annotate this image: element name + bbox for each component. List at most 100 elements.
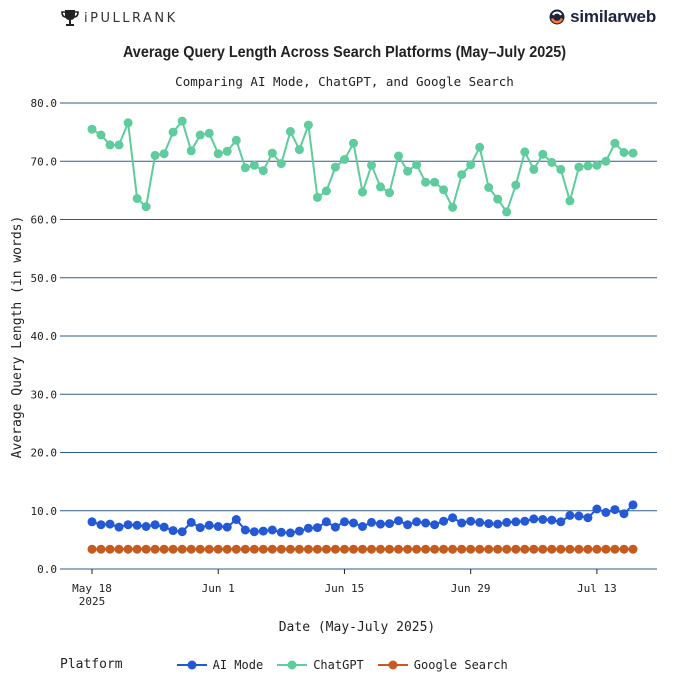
legend-swatch-ai-mode xyxy=(176,660,207,669)
y-tick-label: 20.0 xyxy=(31,447,58,460)
x-tick-label: Jun 15 xyxy=(325,582,365,595)
data-point xyxy=(249,160,259,170)
data-point xyxy=(321,544,331,554)
data-point xyxy=(457,544,467,554)
data-point xyxy=(358,187,367,197)
data-point xyxy=(466,544,476,554)
data-point xyxy=(105,140,115,150)
data-point xyxy=(520,147,530,157)
data-point xyxy=(123,118,133,128)
data-point xyxy=(412,544,422,554)
data-point xyxy=(484,183,494,192)
data-point xyxy=(574,511,584,521)
x-tick-label: Jun 29 xyxy=(451,582,491,595)
legend-item-ai-mode[interactable]: AI Mode xyxy=(176,658,263,672)
data-point xyxy=(330,544,340,554)
data-point xyxy=(574,544,584,554)
data-point xyxy=(96,130,106,140)
data-point xyxy=(303,523,313,533)
data-point xyxy=(475,142,485,152)
data-point xyxy=(367,160,376,170)
data-point xyxy=(367,517,376,527)
data-point xyxy=(538,544,548,554)
y-tick-label: 50.0 xyxy=(31,272,58,285)
data-point xyxy=(349,138,358,148)
data-point xyxy=(312,192,322,202)
ipullrank-wordmark: iPULLRANK xyxy=(84,10,178,26)
data-point xyxy=(258,526,268,536)
data-point xyxy=(349,518,358,528)
data-point xyxy=(141,522,151,531)
data-point xyxy=(231,544,241,554)
data-point xyxy=(475,544,485,554)
data-point xyxy=(376,182,385,192)
data-point xyxy=(168,127,178,137)
data-point xyxy=(96,520,106,530)
data-point xyxy=(285,544,295,554)
data-point xyxy=(601,156,611,166)
data-point xyxy=(294,544,304,554)
data-point xyxy=(123,544,133,554)
data-point xyxy=(312,544,322,554)
data-point xyxy=(267,148,277,158)
data-point xyxy=(592,504,602,514)
chart-subtitle: Comparing AI Mode, ChatGPT, and Google S… xyxy=(175,74,514,89)
data-point xyxy=(330,162,340,172)
data-point xyxy=(565,196,575,206)
data-point xyxy=(493,519,503,529)
data-point xyxy=(114,544,124,554)
data-point xyxy=(159,522,169,532)
data-point xyxy=(186,146,196,156)
data-point xyxy=(141,544,151,554)
data-point xyxy=(87,544,97,554)
data-point xyxy=(87,517,97,527)
data-point xyxy=(105,544,115,554)
data-point xyxy=(412,517,422,527)
legend-item-chatgpt[interactable]: ChatGPT xyxy=(277,658,364,672)
data-point xyxy=(394,544,403,554)
data-point xyxy=(556,517,566,527)
data-point xyxy=(186,544,196,554)
data-point xyxy=(511,544,521,554)
data-point xyxy=(132,194,142,203)
data-point xyxy=(258,544,268,554)
legend: Platform AI Mode ChatGPT Google Search xyxy=(60,657,522,672)
data-point xyxy=(610,138,620,148)
data-point xyxy=(619,509,629,519)
data-point xyxy=(186,517,196,527)
data-point xyxy=(493,194,503,204)
series-google-search xyxy=(87,544,638,554)
data-point xyxy=(303,544,313,554)
data-point xyxy=(538,515,548,524)
data-point xyxy=(249,544,259,554)
data-point xyxy=(502,517,512,527)
data-point xyxy=(520,516,530,526)
y-tick-label: 70.0 xyxy=(31,155,58,168)
data-point xyxy=(159,544,169,554)
data-point xyxy=(249,527,259,537)
data-point xyxy=(321,517,331,527)
legend-item-google-search[interactable]: Google Search xyxy=(377,658,508,672)
y-tick-label: 30.0 xyxy=(31,388,58,401)
data-point xyxy=(430,544,440,554)
y-axis-title: Average Query Length (in words) xyxy=(10,216,25,459)
data-point xyxy=(222,544,232,554)
data-point xyxy=(105,519,115,529)
axes: 0.0 10.0 20.0 30.0 40.0 50.0 60.0 70.0 80.0 May 1… xyxy=(31,97,617,608)
data-point xyxy=(168,526,178,536)
legend-swatch-google-search xyxy=(377,660,408,669)
data-point xyxy=(529,164,539,174)
data-point xyxy=(132,544,142,554)
data-point xyxy=(150,150,160,160)
data-point xyxy=(204,544,214,554)
data-point xyxy=(240,525,250,535)
data-point xyxy=(556,164,566,174)
x-tick-label: Jun 1 xyxy=(202,582,235,595)
data-point xyxy=(610,505,620,515)
data-point xyxy=(547,544,557,554)
data-point xyxy=(448,544,458,554)
data-point xyxy=(484,519,494,529)
data-point xyxy=(538,149,548,159)
data-point xyxy=(204,128,214,138)
